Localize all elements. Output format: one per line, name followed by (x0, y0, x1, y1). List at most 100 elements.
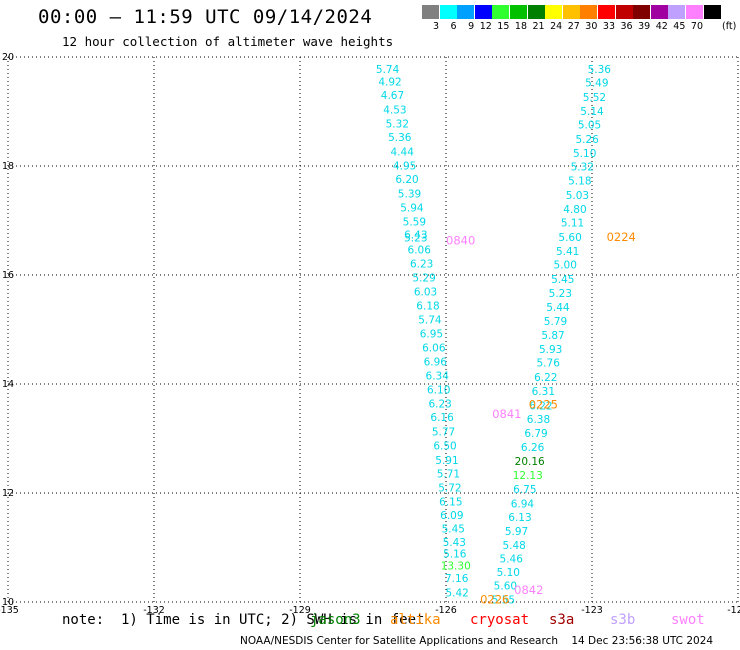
satellite-legend-s3a: s3a (549, 612, 575, 628)
wave-height-point: 5.26 (575, 134, 599, 146)
color-scale-label: 18 (514, 21, 527, 32)
color-scale-swatch (633, 5, 651, 19)
x-tick-label: -135 (0, 605, 19, 616)
wave-height-point: 6.15 (439, 497, 462, 509)
wave-height-point: 5.23 (549, 288, 572, 300)
wave-height-point: 6.22 (529, 400, 552, 412)
wave-height-point: 5.77 (432, 426, 455, 438)
wave-height-point: 5.16 (443, 548, 467, 560)
wave-height-point: 5.44 (546, 302, 570, 314)
color-scale-label: 30 (585, 21, 598, 32)
color-scale-swatch (580, 5, 598, 19)
wave-height-point: 5.94 (400, 202, 424, 214)
satellite-legend-swot: swot (671, 612, 705, 628)
wave-height-point: 4.80 (563, 204, 586, 216)
credit-line: NOAA/NESDIS Center for Satellite Applica… (240, 635, 714, 647)
pass-time-label: 0224 (607, 230, 636, 244)
wave-height-point: 5.05 (578, 120, 601, 132)
pass-time-label: 0225 (529, 398, 558, 412)
wave-height-point: 6.34 (426, 370, 450, 382)
wave-height-point: 6.79 (524, 428, 547, 440)
wave-height-point: 6.38 (527, 414, 550, 426)
wave-height-point: 5.74 (418, 315, 442, 327)
wave-height-point: 6.94 (511, 498, 535, 510)
wave-height-point: 5.36 (388, 132, 412, 144)
wave-height-point: 5.60 (494, 581, 517, 593)
color-scale-label: 70 (690, 21, 703, 32)
wave-height-point: 5.43 (443, 537, 466, 549)
chart-title: 00:00 – 11:59 UTC 09/14/2024 (38, 6, 373, 28)
wave-height-point: 5.45 (442, 523, 465, 535)
wave-height-point: 5.10 (497, 567, 520, 579)
wave-height-point: 6.03 (414, 286, 437, 298)
wave-height-point: 6.95 (420, 328, 443, 340)
color-scale-label: 39 (638, 21, 651, 32)
wave-height-point: 5.74 (376, 64, 400, 76)
color-scale-swatch (686, 5, 703, 19)
wave-height-point: 5.11 (561, 218, 584, 230)
chart-subtitle: 12 hour collection of altimeter wave hei… (62, 34, 394, 49)
wave-height-point: 5.45 (551, 274, 574, 286)
wave-height-point: 6.31 (532, 386, 555, 398)
y-tick-label: 14 (2, 379, 14, 390)
wave-height-point: 6.23 (428, 399, 451, 411)
y-tick-label: 20 (2, 52, 14, 63)
wave-height-point: 4.53 (383, 104, 406, 116)
color-scale-swatch (422, 5, 439, 19)
wave-height-point: 5.76 (537, 358, 561, 370)
satellite-legend-jason3: jason3 (310, 612, 361, 628)
wave-height-point: 5.36 (588, 64, 612, 76)
wave-height-point: 6.13 (508, 512, 531, 524)
color-scale-swatch (439, 5, 457, 19)
wave-height-point: 5.71 (437, 468, 460, 480)
wave-height-point: 6.26 (521, 442, 545, 454)
wave-height-point: 12.13 (513, 470, 543, 482)
satellite-legend-s3b: s3b (610, 612, 636, 628)
x-tick-label: -129 (289, 605, 311, 616)
satellite-legend-cryosat: cryosat (470, 612, 530, 628)
wave-height-point: 6.96 (424, 357, 448, 369)
wave-height-point: 5.46 (500, 553, 524, 565)
satellite-legend-altika: altika (390, 612, 441, 628)
wave-height-point: 7.16 (445, 573, 469, 585)
wave-height-point: 6.09 (440, 510, 463, 522)
wave-height-point: 6.50 (433, 441, 456, 453)
wave-height-point: 4.92 (378, 77, 401, 89)
wave-height-point: 6.16 (430, 412, 454, 424)
wave-height-point: 5.23 (404, 232, 427, 244)
color-scale-label: 45 (673, 21, 686, 32)
wave-height-point: 5.39 (398, 188, 421, 200)
color-scale-label: 42 (655, 21, 668, 32)
color-scale-label: 12 (479, 21, 492, 32)
color-scale-swatch (703, 5, 721, 19)
wave-height-point: 6.75 (513, 484, 536, 496)
color-scale-swatch (598, 5, 615, 19)
wave-height-point: 5.52 (583, 92, 606, 104)
wave-height-point: 5.32 (386, 118, 409, 130)
color-scale-swatch (668, 5, 686, 19)
wave-height-point: 5.60 (558, 232, 581, 244)
wave-height-point: 6.18 (416, 301, 439, 313)
color-scale-label: 24 (550, 21, 563, 32)
wave-height-point: 20.16 (515, 456, 545, 468)
x-tick-label: -132 (143, 605, 165, 616)
wave-height-point: 5.93 (539, 344, 562, 356)
color-scale-swatch (615, 5, 633, 19)
wave-height-point: 5.00 (554, 260, 577, 272)
y-tick-label: 16 (2, 270, 14, 281)
color-scale-swatch (474, 5, 492, 19)
wave-height-point: 5.55 (492, 594, 515, 606)
pass-time-label: 0842 (514, 583, 543, 597)
wave-height-point: 6.43 (404, 230, 427, 242)
wave-height-point: 5.59 (403, 217, 426, 229)
wave-height-point: 5.29 (412, 273, 435, 285)
color-scale-label: 9 (468, 21, 475, 32)
color-scale-swatch (562, 5, 580, 19)
wave-height-point: 5.48 (502, 540, 525, 552)
wave-height-point: 5.42 (445, 588, 468, 600)
color-scale-swatch (650, 5, 668, 19)
footer-note: note: 1) Time is in UTC; 2) SWH is in fe… (62, 612, 425, 628)
color-scale-swatch (492, 5, 510, 19)
pass-time-label: 0840 (446, 234, 475, 248)
